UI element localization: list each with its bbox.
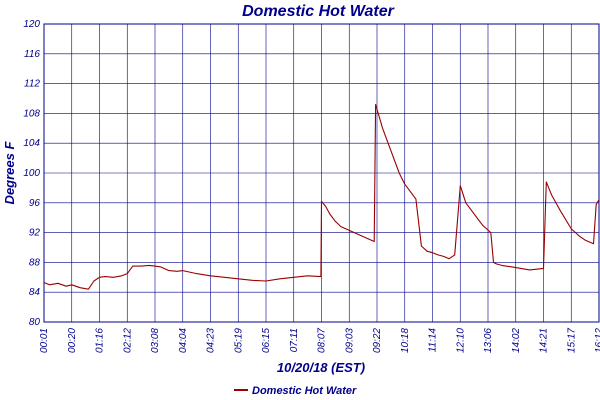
x-tick-label: 01:16 [95, 328, 106, 353]
x-tick-label: 14:21 [539, 328, 550, 353]
x-tick-label: 03:08 [150, 328, 161, 353]
y-tick-label: 104 [23, 138, 40, 149]
x-tick-label: 09:03 [344, 328, 355, 353]
y-axis-ticks: 80 84 88 92 96 100 104 108 112 116 120 [23, 19, 40, 328]
x-tick-label: 13:06 [483, 328, 494, 353]
x-axis-ticks: 00:01 00:20 01:16 02:12 03:08 04:04 04:23 05:19… [39, 328, 600, 353]
x-tick-label: 09:22 [372, 328, 383, 353]
x-tick-label: 12:10 [455, 328, 466, 353]
x-tick-label: 04:23 [206, 328, 217, 353]
x-tick-label: 06:15 [261, 328, 272, 353]
legend-label: Domestic Hot Water [252, 385, 357, 397]
y-axis-label: Degrees F [2, 141, 17, 205]
y-tick-label: 96 [29, 198, 41, 209]
x-tick-label: 14:02 [511, 328, 522, 353]
legend: Domestic Hot Water [234, 385, 357, 397]
gridlines [43, 23, 600, 323]
series-group [43, 103, 600, 290]
x-tick-label: 00:20 [67, 328, 78, 353]
y-tick-label: 92 [29, 228, 41, 239]
x-tick-label: 10:18 [400, 328, 411, 353]
y-tick-label: 116 [24, 49, 40, 60]
x-tick-label: 15:17 [566, 328, 577, 353]
x-tick-label: 00:01 [39, 328, 50, 353]
chart-title: Domestic Hot Water [242, 3, 395, 20]
x-tick-label: 16:12 [594, 328, 600, 353]
x-tick-label: 11:14 [428, 328, 439, 353]
x-axis-label: 10/20/18 (EST) [277, 360, 365, 375]
x-tick-label: 07:11 [289, 328, 300, 352]
series-line-domestic-hot-water [43, 103, 600, 290]
plot-area-border [43, 23, 600, 323]
y-tick-label: 120 [23, 19, 40, 30]
x-tick-label: 08:07 [317, 328, 328, 353]
y-tick-label: 80 [29, 317, 41, 328]
y-tick-label: 100 [23, 168, 40, 179]
y-tick-label: 108 [23, 108, 40, 119]
y-tick-label: 84 [29, 287, 41, 298]
y-tick-label: 112 [24, 79, 40, 90]
y-tick-label: 88 [29, 257, 41, 268]
x-tick-label: 04:04 [178, 328, 189, 353]
x-tick-label: 05:19 [233, 328, 244, 353]
x-tick-label: 02:12 [122, 328, 133, 353]
